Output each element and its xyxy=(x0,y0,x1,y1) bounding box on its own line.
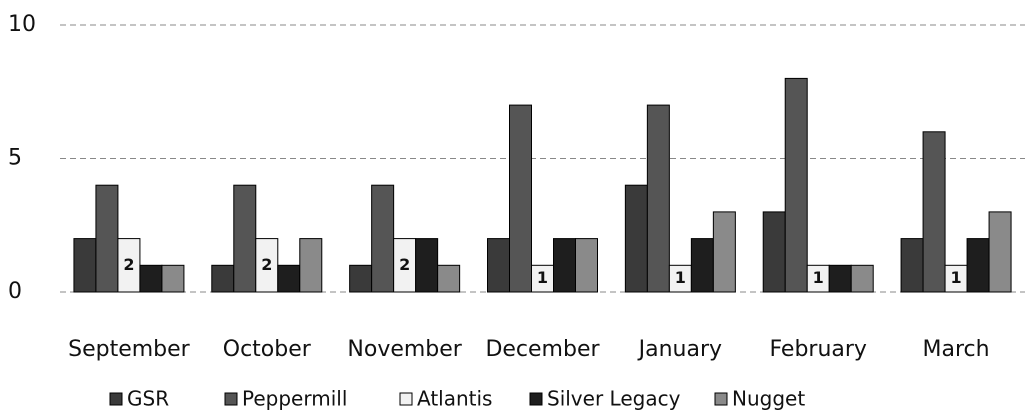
bar xyxy=(371,184,395,293)
legend-swatch xyxy=(224,392,238,406)
bar xyxy=(624,184,648,293)
bar xyxy=(553,238,576,293)
bar xyxy=(73,238,97,293)
bar xyxy=(988,211,1012,293)
legend-label: Atlantis xyxy=(417,387,492,411)
value-label: 2 xyxy=(261,255,272,274)
bar xyxy=(299,238,323,293)
bar xyxy=(487,238,510,293)
bar xyxy=(95,184,119,293)
bar xyxy=(690,238,714,293)
y-tick-label: 10 xyxy=(8,12,36,37)
legend-swatch xyxy=(109,392,123,406)
bar xyxy=(762,211,786,293)
bar xyxy=(233,184,257,293)
bar xyxy=(850,264,874,293)
bar xyxy=(784,77,808,293)
bar xyxy=(437,264,461,293)
bar xyxy=(211,264,235,293)
legend-label: Nugget xyxy=(732,387,805,411)
bar xyxy=(509,104,532,293)
bar xyxy=(966,238,990,293)
value-label: 2 xyxy=(123,255,134,274)
legend-label: Silver Legacy xyxy=(547,387,681,411)
y-tick-label: 5 xyxy=(8,146,22,171)
value-label: 1 xyxy=(951,268,962,287)
bar xyxy=(712,211,736,293)
value-label: 1 xyxy=(675,268,686,287)
bar xyxy=(277,264,301,293)
x-tick-label: September xyxy=(68,337,191,362)
bar xyxy=(161,264,185,293)
bar xyxy=(646,104,670,293)
bar xyxy=(415,238,439,293)
y-tick-label: 0 xyxy=(8,279,22,304)
bar xyxy=(349,264,373,293)
value-label: 1 xyxy=(813,268,824,287)
value-label: 2 xyxy=(399,255,410,274)
x-tick-label: February xyxy=(769,337,867,362)
x-tick-label: March xyxy=(923,337,990,362)
legend-label: Peppermill xyxy=(242,387,347,411)
legend-swatch xyxy=(529,392,543,406)
x-tick-label: November xyxy=(347,337,462,362)
x-tick-label: January xyxy=(637,337,722,362)
bar xyxy=(139,264,163,293)
bar xyxy=(828,264,852,293)
legend-swatch xyxy=(714,392,728,406)
legend-label: GSR xyxy=(127,387,169,411)
x-tick-label: December xyxy=(485,337,600,362)
x-tick-label: October xyxy=(223,337,312,362)
bar xyxy=(900,238,924,293)
bar xyxy=(575,238,598,293)
legend-swatch xyxy=(399,392,413,406)
bar xyxy=(922,131,946,293)
value-label: 1 xyxy=(537,268,548,287)
